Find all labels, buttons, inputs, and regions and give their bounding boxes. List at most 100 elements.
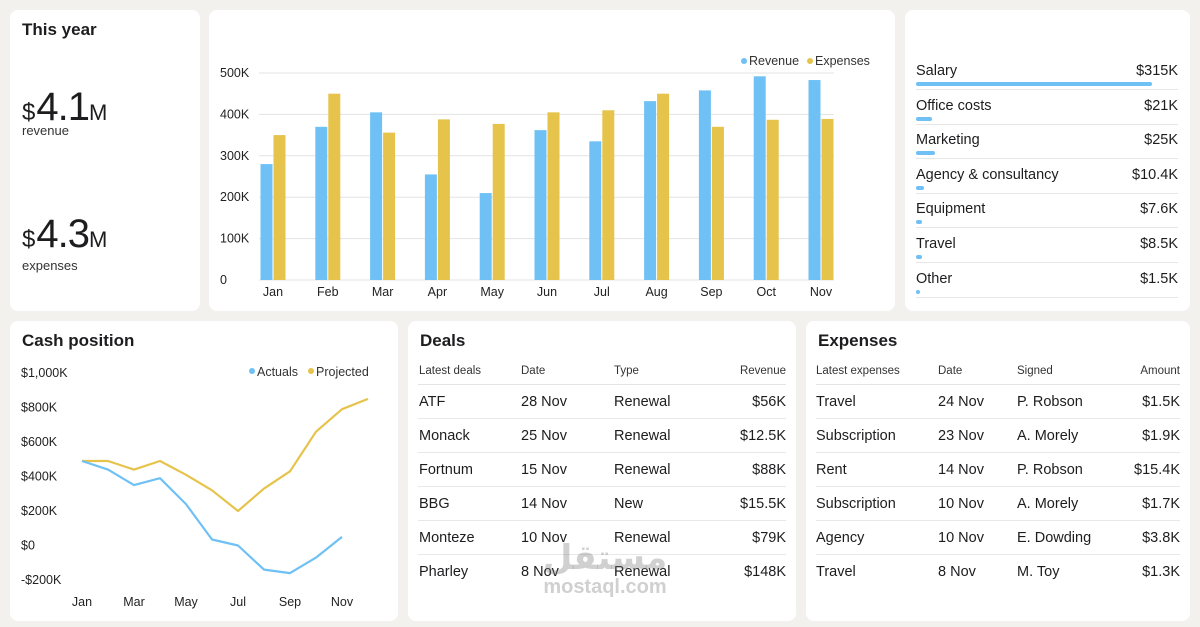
table-cell: Pharley bbox=[419, 564, 469, 580]
revenue-bar-aug[interactable] bbox=[644, 101, 657, 280]
legend-actuals-label[interactable]: Actuals bbox=[257, 365, 298, 379]
table-row[interactable]: BBG 14 Nov New $15.5K bbox=[418, 487, 786, 521]
x-tick-label: Mar bbox=[123, 595, 145, 609]
legend-actuals-dot bbox=[249, 368, 255, 374]
column-header[interactable]: Date bbox=[521, 365, 546, 377]
expenses-card: Expenses Latest expenses Date Signed Amount… bbox=[806, 321, 1190, 621]
x-tick-label: Aug bbox=[645, 285, 667, 299]
table-cell: Agency bbox=[816, 530, 865, 546]
expenses-bar-jul[interactable] bbox=[602, 110, 615, 280]
y-tick-label: 500K bbox=[220, 66, 250, 80]
category-label: Agency & consultancy bbox=[916, 166, 1059, 183]
category-bar bbox=[916, 255, 923, 259]
column-header[interactable]: Date bbox=[938, 365, 963, 377]
expenses-bar-sep[interactable] bbox=[711, 126, 724, 280]
table-cell: Renewal bbox=[614, 428, 671, 444]
column-header[interactable]: Signed bbox=[1017, 365, 1053, 377]
revenue-bar-oct[interactable] bbox=[753, 76, 766, 280]
category-amount: $315K bbox=[1136, 63, 1178, 79]
table-cell: 25 Nov bbox=[521, 428, 567, 444]
table-cell: Travel bbox=[816, 394, 856, 410]
revenue-bar-jun[interactable] bbox=[534, 130, 547, 280]
table-row[interactable]: Travel 8 Nov M. Toy $1.3K bbox=[816, 555, 1180, 589]
revenue-bar-sep[interactable] bbox=[698, 90, 711, 280]
table-cell: Fortnum bbox=[419, 462, 473, 478]
expenses-bar-mar[interactable] bbox=[383, 132, 396, 280]
category-row[interactable]: Travel $8.5K bbox=[916, 228, 1178, 263]
category-row[interactable]: Salary $315K bbox=[916, 55, 1178, 90]
table-row[interactable]: Subscription 23 Nov A. Morely $1.9K bbox=[816, 419, 1180, 453]
column-header[interactable]: Latest expenses bbox=[816, 365, 900, 377]
table-cell: $1.7K bbox=[1142, 496, 1180, 512]
table-row[interactable]: Fortnum 15 Nov Renewal $88K bbox=[418, 453, 786, 487]
x-tick-label: Jul bbox=[594, 285, 610, 299]
actuals-line[interactable] bbox=[81, 459, 343, 575]
table-cell: $3.8K bbox=[1142, 530, 1180, 546]
revenue-bar-feb[interactable] bbox=[315, 126, 328, 280]
column-header[interactable]: Revenue bbox=[739, 365, 786, 377]
category-amount: $21K bbox=[1144, 97, 1178, 114]
category-amount: $25K bbox=[1144, 132, 1178, 149]
x-tick-label: Nov bbox=[331, 595, 354, 609]
revenue-bar-mar[interactable] bbox=[370, 112, 383, 280]
revenue-bar-jan[interactable] bbox=[260, 164, 273, 280]
y-tick-label: 400K bbox=[220, 107, 250, 121]
expenses-bar-jan[interactable] bbox=[273, 135, 286, 280]
x-tick-label: Oct bbox=[756, 285, 776, 299]
expenses-bar-may[interactable] bbox=[492, 123, 505, 280]
cash-position-line-chart: $1,000K $800K $600K $400K $200K $0 -$200K Jan Ma… bbox=[21, 365, 369, 609]
category-row[interactable]: Equipment $7.6K bbox=[916, 193, 1178, 229]
table-row[interactable]: ATF 28 Nov Renewal $56K bbox=[418, 385, 786, 419]
legend-expenses-label[interactable]: Expenses bbox=[815, 54, 870, 68]
revenue-value: 4.1 bbox=[36, 85, 90, 129]
legend-projected-label[interactable]: Projected bbox=[316, 365, 369, 379]
category-label: Other bbox=[916, 270, 953, 287]
table-header: Latest expenses Date Signed Amount bbox=[816, 361, 1180, 385]
column-header[interactable]: Latest deals bbox=[419, 365, 482, 377]
table-row[interactable]: Travel 24 Nov P. Robson $1.5K bbox=[816, 385, 1180, 419]
expenses-bar-nov[interactable] bbox=[821, 118, 834, 280]
table-cell: Subscription bbox=[816, 496, 896, 512]
expenses-bar-oct[interactable] bbox=[766, 119, 779, 280]
x-tick-label: Sep bbox=[279, 595, 301, 609]
table-cell: ATF bbox=[419, 394, 446, 410]
x-tick-label: Nov bbox=[810, 285, 833, 299]
category-row[interactable]: Agency & consultancy $10.4K bbox=[916, 159, 1178, 194]
deals-title: Deals bbox=[420, 331, 466, 350]
column-header[interactable]: Amount bbox=[1140, 365, 1180, 377]
revenue-bar-jul[interactable] bbox=[589, 141, 602, 280]
revenue-bar-apr[interactable] bbox=[424, 174, 437, 280]
y-tick-label: $200K bbox=[21, 504, 58, 518]
projected-line[interactable] bbox=[82, 397, 369, 513]
category-row[interactable]: Marketing $25K bbox=[916, 124, 1178, 160]
category-row[interactable]: Office costs $21K bbox=[916, 90, 1178, 125]
expenses-bar-aug[interactable] bbox=[657, 93, 670, 280]
table-row[interactable]: Agency 10 Nov E. Dowding $3.8K bbox=[816, 521, 1180, 555]
table-row[interactable]: Monack 25 Nov Renewal $12.5K bbox=[418, 419, 786, 453]
table-row[interactable]: Monteze 10 Nov Renewal $79K bbox=[418, 521, 786, 555]
table-cell: 10 Nov bbox=[938, 530, 984, 546]
legend-revenue-label[interactable]: Revenue bbox=[749, 54, 799, 68]
category-bar bbox=[916, 289, 920, 294]
expenses-bar-apr[interactable] bbox=[437, 119, 450, 280]
expenses-bar-feb[interactable] bbox=[328, 93, 341, 280]
category-bar bbox=[916, 82, 1152, 86]
column-header[interactable]: Type bbox=[614, 365, 639, 377]
revenue-bar-nov[interactable] bbox=[808, 80, 821, 281]
table-cell: A. Morely bbox=[1017, 428, 1079, 444]
expenses-table-title: Expenses bbox=[818, 331, 898, 350]
revenue-bar-may[interactable] bbox=[479, 193, 492, 280]
x-tick-label: May bbox=[174, 595, 198, 609]
category-row[interactable]: Other $1.5K bbox=[916, 263, 1178, 298]
table-row[interactable]: Subscription 10 Nov A. Morely $1.7K bbox=[816, 487, 1180, 521]
this-year-card: This year $ 4.1 M revenue $ 4.3 M expens… bbox=[10, 10, 200, 311]
table-cell: Monteze bbox=[419, 530, 475, 546]
expenses-table: Latest expenses Date Signed Amount Travel 24 … bbox=[816, 361, 1180, 589]
table-row[interactable]: Pharley 8 Nov Renewal $148K bbox=[418, 555, 786, 589]
category-label: Marketing bbox=[916, 132, 980, 149]
revenue-expenses-chart-card: 0 100K 200K 300K 400K 500K Jan Feb Mar Apr May Jun J… bbox=[209, 10, 895, 311]
table-row[interactable]: Rent 14 Nov P. Robson $15.4K bbox=[816, 453, 1180, 487]
y-tick-label: 300K bbox=[220, 149, 250, 163]
expenses-bar-jun[interactable] bbox=[547, 112, 560, 280]
expenses-total: $ 4.3 M bbox=[22, 212, 107, 257]
